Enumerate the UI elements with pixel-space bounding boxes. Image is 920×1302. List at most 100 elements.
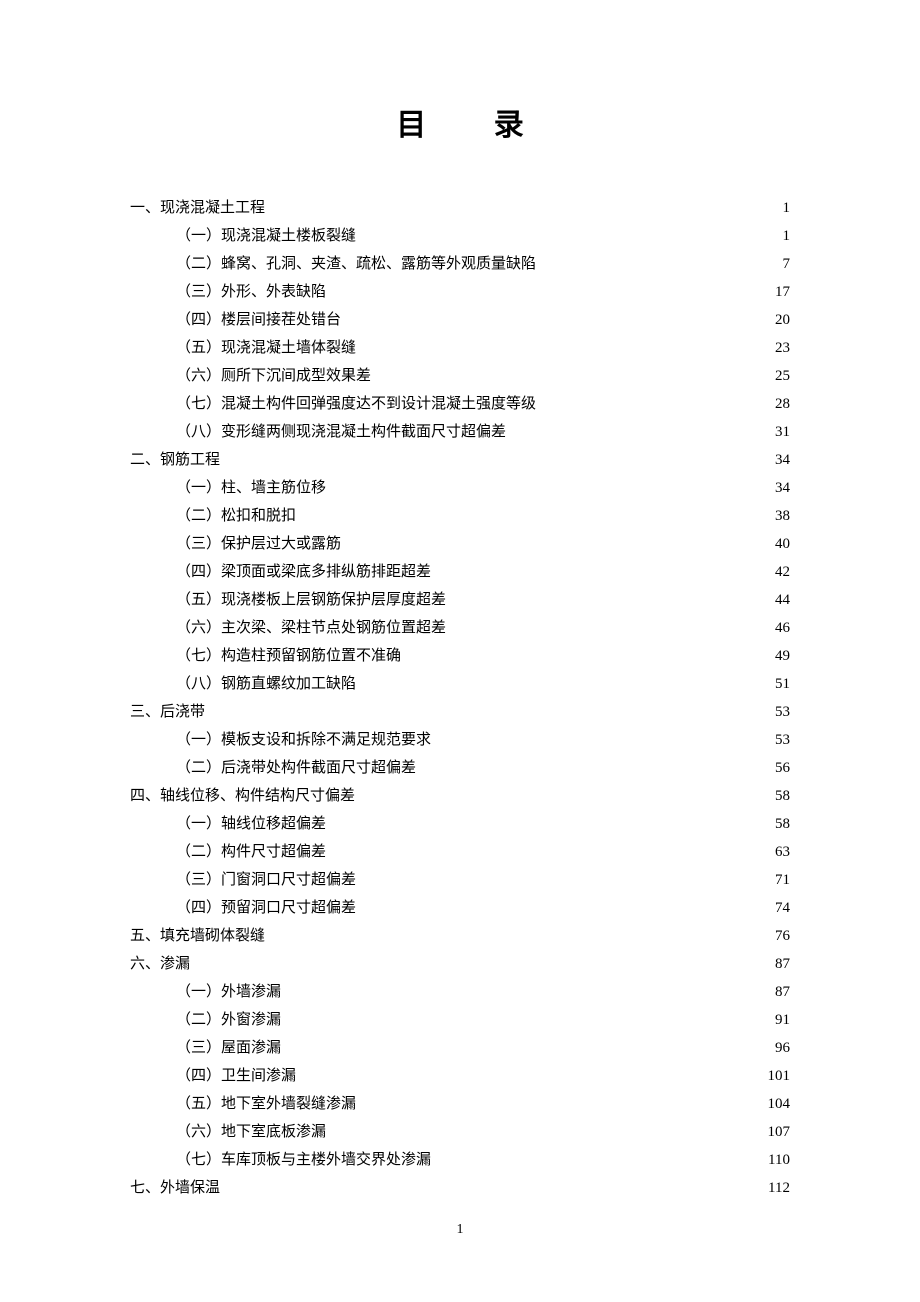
toc-leader-dots bbox=[298, 1065, 765, 1080]
toc-entry-label: （七）混凝土构件回弹强度达不到设计混凝土强度等级 bbox=[176, 390, 536, 418]
toc-entry-label: （八）变形缝两侧现浇混凝土构件截面尺寸超偏差 bbox=[176, 418, 506, 446]
toc-entry-page: 23 bbox=[775, 334, 790, 362]
toc-entry-page: 87 bbox=[775, 978, 790, 1006]
toc-entry: （二）松扣和脱扣38 bbox=[130, 502, 790, 530]
toc-entry-label: （二）松扣和脱扣 bbox=[176, 502, 296, 530]
toc-entry-page: 1 bbox=[783, 194, 791, 222]
toc-leader-dots bbox=[222, 1177, 766, 1192]
toc-entry: 六、渗漏 87 bbox=[130, 950, 790, 978]
toc-entry-page: 51 bbox=[775, 670, 790, 698]
toc-entry-page: 53 bbox=[775, 726, 790, 754]
toc-entry-page: 74 bbox=[775, 894, 790, 922]
toc-entry-label: （三）外形、外表缺陷 bbox=[176, 278, 326, 306]
toc-entry-page: 107 bbox=[768, 1118, 791, 1146]
toc-entry: （二）后浇带处构件截面尺寸超偏差56 bbox=[130, 754, 790, 782]
toc-entry: 三、后浇带 53 bbox=[130, 698, 790, 726]
toc-entry-page: 17 bbox=[775, 278, 790, 306]
toc-entry: （五）现浇楼板上层钢筋保护层厚度超差44 bbox=[130, 586, 790, 614]
toc-entry: 五、填充墙砌体裂缝 76 bbox=[130, 922, 790, 950]
toc-entry: （四）楼层间接茬处错台 20 bbox=[130, 306, 790, 334]
toc-entry: （五）现浇混凝土墙体裂缝23 bbox=[130, 334, 790, 362]
toc-entry-page: 31 bbox=[775, 418, 790, 446]
toc-leader-dots bbox=[328, 1121, 765, 1136]
toc-entry-page: 20 bbox=[775, 306, 790, 334]
toc-entry-label: （一）柱、墙主筋位移 bbox=[176, 474, 326, 502]
toc-entry-label: （七）车库顶板与主楼外墙交界处渗漏 bbox=[176, 1146, 431, 1174]
toc-leader-dots bbox=[192, 953, 773, 968]
toc-leader-dots bbox=[328, 477, 773, 492]
toc-entry-label: （五）现浇楼板上层钢筋保护层厚度超差 bbox=[176, 586, 446, 614]
toc-entry-page: 110 bbox=[768, 1146, 790, 1174]
toc-entry-page: 76 bbox=[775, 922, 790, 950]
toc-leader-dots bbox=[433, 729, 773, 744]
toc-leader-dots bbox=[283, 981, 773, 996]
toc-entry-label: 一、现浇混凝土工程 bbox=[130, 194, 265, 222]
toc-entry-label: 四、轴线位移、构件结构尺寸偏差 bbox=[130, 782, 355, 810]
toc-leader-dots bbox=[538, 253, 780, 268]
toc-leader-dots bbox=[373, 365, 773, 380]
toc-leader-dots bbox=[267, 197, 780, 212]
toc-leader-dots bbox=[283, 1009, 773, 1024]
toc-leader-dots bbox=[358, 897, 773, 912]
toc-entry-label: （二）外窗渗漏 bbox=[176, 1006, 281, 1034]
toc-leader-dots bbox=[538, 393, 773, 408]
toc-leader-dots bbox=[222, 449, 773, 464]
toc-entry-label: （三）屋面渗漏 bbox=[176, 1034, 281, 1062]
toc-leader-dots bbox=[267, 925, 773, 940]
toc-entry-label: （四）楼层间接茬处错台 bbox=[176, 306, 341, 334]
toc-leader-dots bbox=[343, 533, 773, 548]
toc-entry: （一）外墙渗漏87 bbox=[130, 978, 790, 1006]
toc-entry-page: 28 bbox=[775, 390, 790, 418]
toc-leader-dots bbox=[448, 617, 773, 632]
toc-entry-page: 46 bbox=[775, 614, 790, 642]
toc-leader-dots bbox=[358, 225, 780, 240]
toc-entry: 四、轴线位移、构件结构尺寸偏差58 bbox=[130, 782, 790, 810]
toc-entry: （二）构件尺寸超偏差63 bbox=[130, 838, 790, 866]
toc-title: 目 录 bbox=[130, 100, 790, 144]
toc-entry: （一）轴线位移超偏差58 bbox=[130, 810, 790, 838]
toc-entry-label: （二）蜂窝、孔洞、夹渣、疏松、露筋等外观质量缺陷 bbox=[176, 250, 536, 278]
toc-leader-dots bbox=[358, 869, 773, 884]
toc-leader-dots bbox=[207, 701, 773, 716]
toc-entry-label: （七）构造柱预留钢筋位置不准确 bbox=[176, 642, 401, 670]
toc-entry-page: 1 bbox=[783, 222, 791, 250]
toc-leader-dots bbox=[328, 813, 773, 828]
toc-entry-page: 87 bbox=[775, 950, 790, 978]
toc-entry-label: （五）地下室外墙裂缝渗漏 bbox=[176, 1090, 356, 1118]
toc-leader-dots bbox=[357, 785, 773, 800]
toc-entry-label: （三）保护层过大或露筋 bbox=[176, 530, 341, 558]
toc-entry: （三）外形、外表缺陷 17 bbox=[130, 278, 790, 306]
toc-leader-dots bbox=[328, 841, 773, 856]
toc-leader-dots bbox=[328, 281, 773, 296]
toc-entry: （六）主次梁、梁柱节点处钢筋位置超差46 bbox=[130, 614, 790, 642]
toc-entry-page: 112 bbox=[768, 1174, 790, 1202]
toc-entry-page: 53 bbox=[775, 698, 790, 726]
toc-entry-page: 104 bbox=[768, 1090, 791, 1118]
toc-entry-label: 六、渗漏 bbox=[130, 950, 190, 978]
toc-entry-label: （二）构件尺寸超偏差 bbox=[176, 838, 326, 866]
toc-entry: 二、钢筋工程34 bbox=[130, 446, 790, 474]
toc-leader-dots bbox=[403, 645, 773, 660]
toc-entry-page: 34 bbox=[775, 474, 790, 502]
toc-entry-label: 三、后浇带 bbox=[130, 698, 205, 726]
toc-entry-page: 49 bbox=[775, 642, 790, 670]
toc-entry: （六）厕所下沉间成型效果差25 bbox=[130, 362, 790, 390]
toc-entry-page: 25 bbox=[775, 362, 790, 390]
toc-leader-dots bbox=[343, 309, 773, 324]
toc-entry-label: （二）后浇带处构件截面尺寸超偏差 bbox=[176, 754, 416, 782]
toc-entry-page: 96 bbox=[775, 1034, 790, 1062]
toc-entry: （三）屋面渗漏 96 bbox=[130, 1034, 790, 1062]
toc-entry: 七、外墙保温112 bbox=[130, 1174, 790, 1202]
toc-leader-dots bbox=[298, 505, 773, 520]
toc-entry: （一）模板支设和拆除不满足规范要求53 bbox=[130, 726, 790, 754]
toc-entry-label: （四）卫生间渗漏 bbox=[176, 1062, 296, 1090]
toc-entry: 一、现浇混凝土工程 1 bbox=[130, 194, 790, 222]
toc-entry-label: （三）门窗洞口尺寸超偏差 bbox=[176, 866, 356, 894]
toc-entry: （一）现浇混凝土楼板裂缝1 bbox=[130, 222, 790, 250]
toc-leader-dots bbox=[358, 337, 773, 352]
toc-entry-label: 五、填充墙砌体裂缝 bbox=[130, 922, 265, 950]
toc-leader-dots bbox=[448, 589, 773, 604]
toc-entry: （八）变形缝两侧现浇混凝土构件截面尺寸超偏差 31 bbox=[130, 418, 790, 446]
toc-entry-label: （八）钢筋直螺纹加工缺陷 bbox=[176, 670, 356, 698]
toc-entry-label: （六）地下室底板渗漏 bbox=[176, 1118, 326, 1146]
